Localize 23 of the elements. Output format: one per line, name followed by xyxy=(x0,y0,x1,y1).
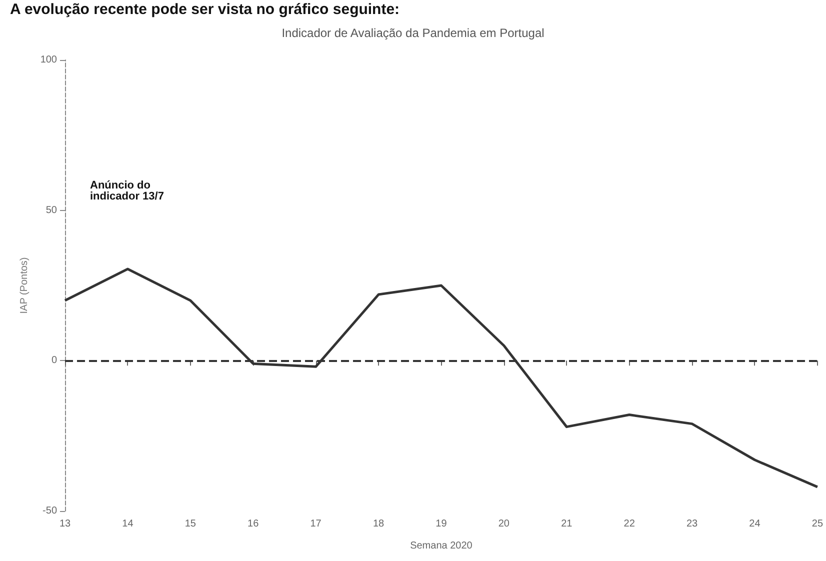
x-tick-label: 14 xyxy=(122,518,134,530)
x-tick-label: 22 xyxy=(624,518,636,530)
x-tick-label: 23 xyxy=(686,518,698,530)
y-tick-label: 50 xyxy=(46,204,58,216)
x-tick-label: 25 xyxy=(812,518,824,530)
x-tick-label: 17 xyxy=(310,518,322,530)
y-tick-label: -50 xyxy=(42,506,58,516)
y-tick-label: 0 xyxy=(51,355,58,366)
x-tick-label: 19 xyxy=(436,518,448,530)
y-tick-label: 100 xyxy=(40,54,58,66)
x-tick-label: 21 xyxy=(561,518,573,530)
x-tick-label: 13 xyxy=(59,518,71,530)
text: A evolução recente pode ser vista no gráfico seguinte: xyxy=(10,1,400,18)
line-series xyxy=(64,268,819,488)
x-axis-title: Semana 2020 xyxy=(410,540,473,552)
y-axis-title: IAP (Pontos) xyxy=(18,257,30,314)
annotation: Anúncio do indicador 13/7 xyxy=(90,180,164,202)
chart-title: Indicador de Avaliação da Pandemia em Portugal xyxy=(282,26,544,40)
x-tick-label: 16 xyxy=(248,518,260,530)
x-tick-label: 20 xyxy=(498,518,510,530)
x-tick-label: 18 xyxy=(372,518,385,530)
x-tick-label: 24 xyxy=(749,518,761,530)
x-tick-label: 15 xyxy=(184,518,196,530)
